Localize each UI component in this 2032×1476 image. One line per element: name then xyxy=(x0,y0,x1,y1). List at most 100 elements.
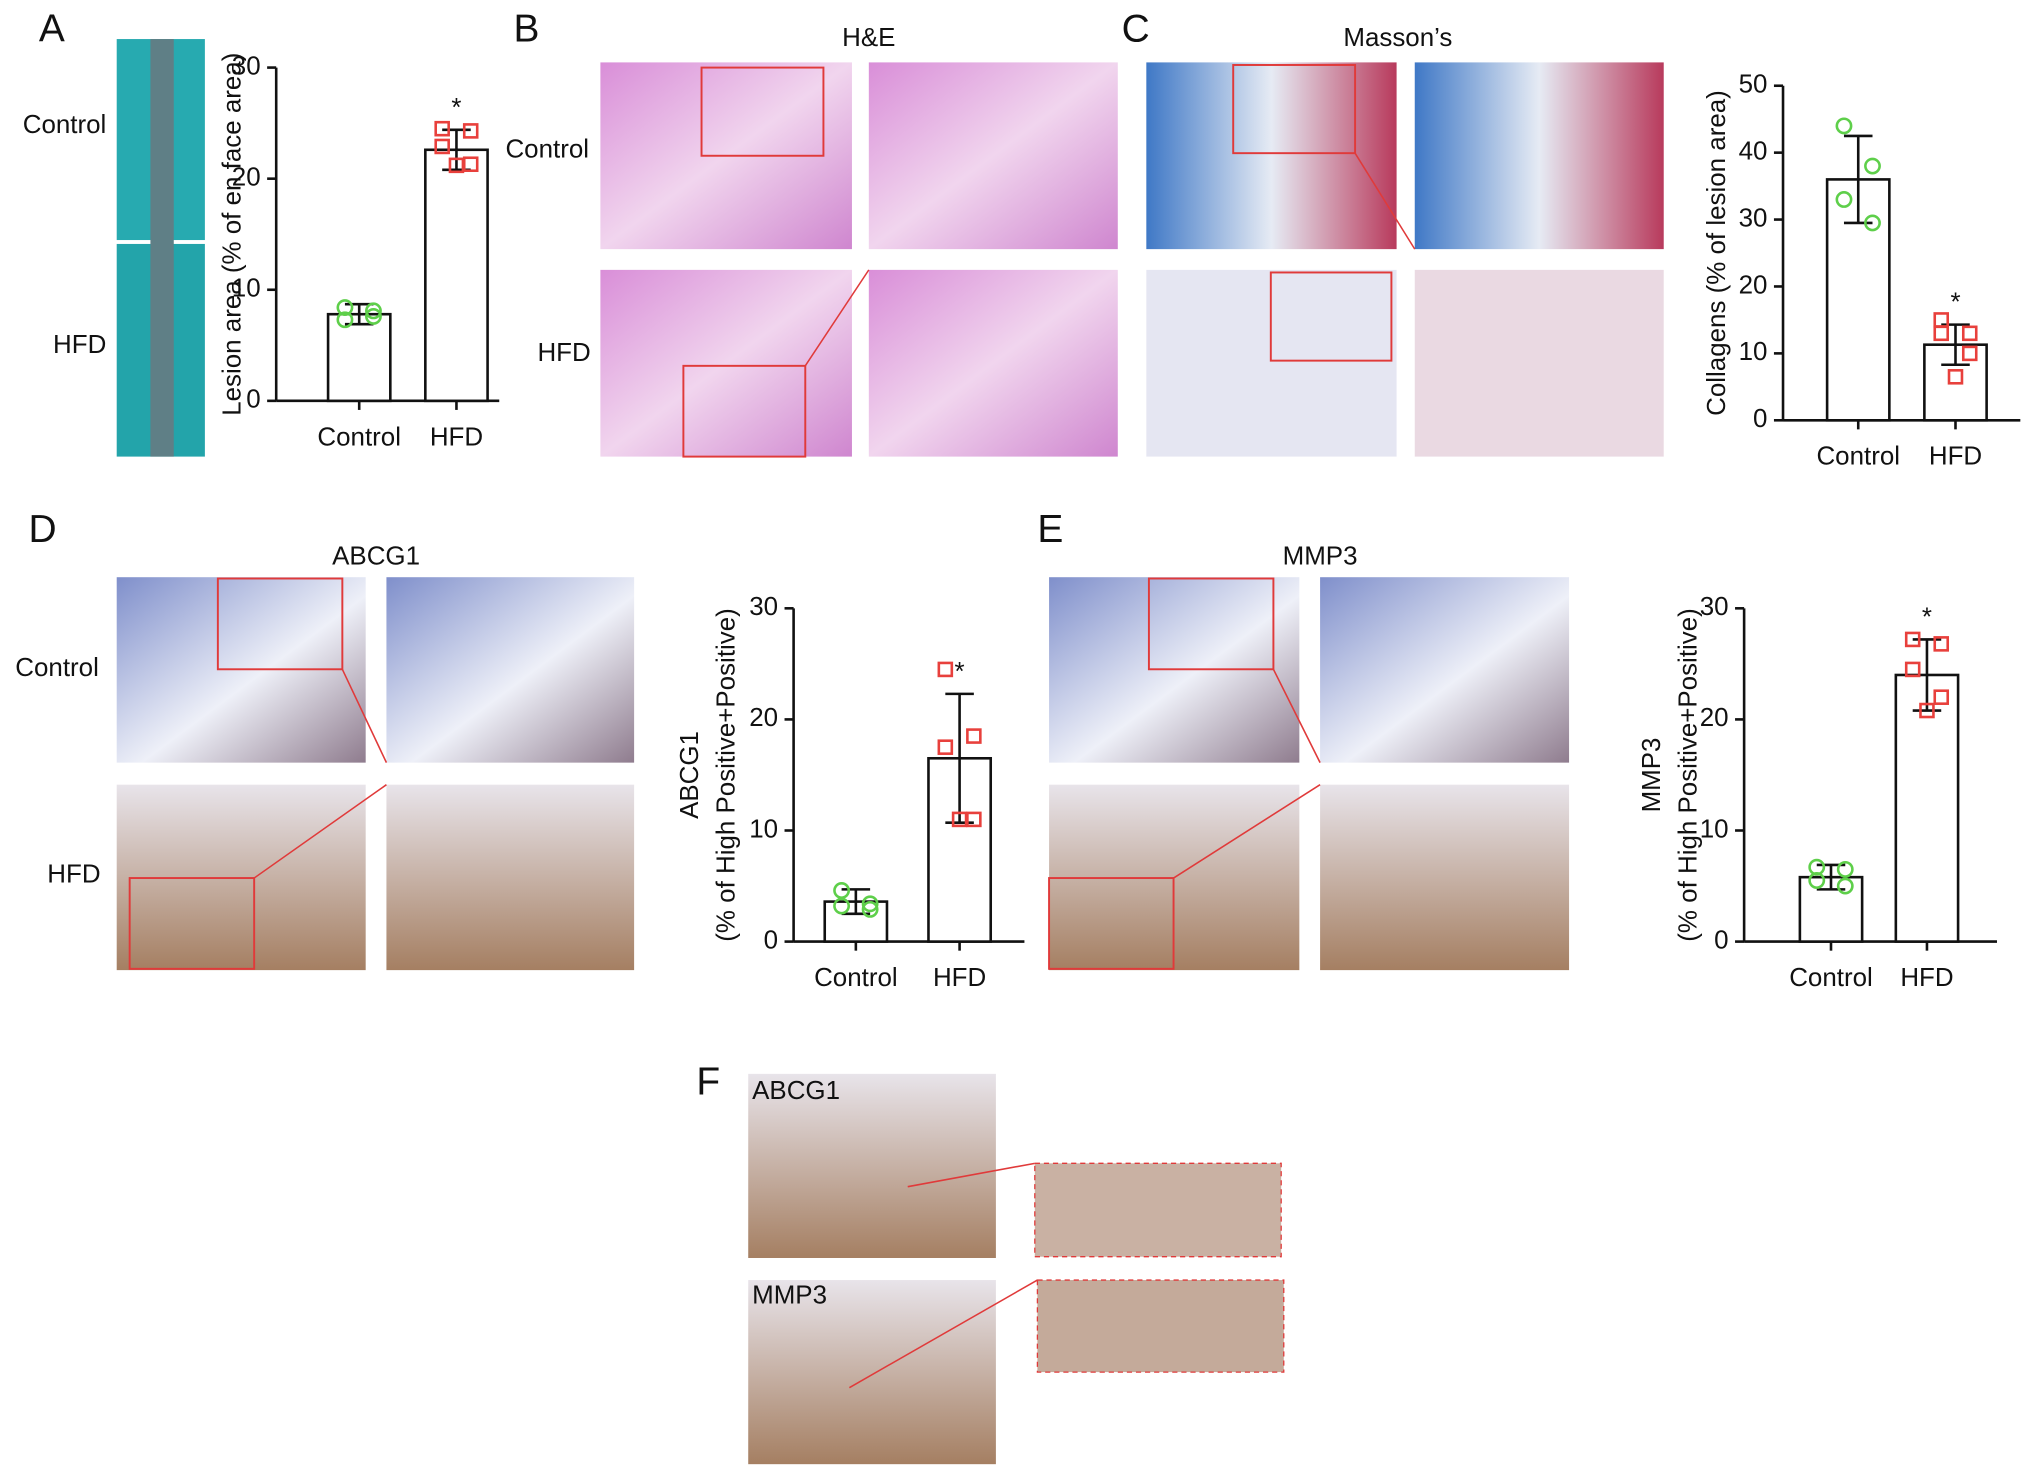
data-point xyxy=(1933,636,1950,652)
data-point xyxy=(951,811,968,828)
image-label: MMP3 xyxy=(752,1282,827,1310)
data-point xyxy=(937,739,954,755)
zoom-line xyxy=(1173,784,1321,879)
data-point xyxy=(448,157,465,174)
zoom-box xyxy=(1147,577,1275,671)
x-tick-label: Control xyxy=(1816,443,1900,471)
row-label: HFD xyxy=(537,339,590,367)
y-tick-label: 0 xyxy=(764,926,778,954)
data-point xyxy=(336,311,354,329)
data-point xyxy=(434,120,450,137)
micrograph xyxy=(748,1280,996,1465)
data-point xyxy=(1835,191,1853,208)
bar xyxy=(326,312,392,403)
zoom-box xyxy=(1232,64,1357,155)
data-point xyxy=(365,302,382,320)
x-tick-label: Control xyxy=(814,964,898,992)
bar xyxy=(1894,673,1960,943)
significance-mark: * xyxy=(1922,604,1932,632)
zoom-box xyxy=(1048,877,1175,970)
panel-title: MMP3 xyxy=(1283,543,1358,571)
zoom-box xyxy=(682,364,807,458)
data-point xyxy=(462,123,479,139)
data-point xyxy=(1836,877,1854,895)
bar xyxy=(927,756,993,943)
x-tick-label: HFD xyxy=(1929,443,1982,471)
y-axis-label: (% of High Positive+Positive) xyxy=(712,608,740,942)
data-point xyxy=(1835,117,1853,135)
bar xyxy=(424,148,489,403)
y-axis-label: ABCG1 xyxy=(676,731,704,819)
y-tick-label: 10 xyxy=(749,815,778,843)
panel-letter: F xyxy=(696,1061,720,1104)
zoom-frame xyxy=(1034,1162,1282,1258)
data-point xyxy=(1904,661,1921,678)
micrograph xyxy=(1414,62,1664,250)
y-tick-label: 10 xyxy=(232,275,261,303)
y-tick-label: 0 xyxy=(1753,405,1767,433)
zoom-box xyxy=(128,877,256,970)
x-tick-label: HFD xyxy=(1900,964,1953,992)
micrograph xyxy=(600,269,852,457)
row-label: Control xyxy=(505,135,589,163)
micrograph xyxy=(748,1073,996,1258)
micrograph xyxy=(1146,62,1397,250)
y-tick-label: 30 xyxy=(1739,204,1768,232)
zoom-line xyxy=(341,668,388,763)
y-tick-label: 0 xyxy=(246,386,260,414)
data-point xyxy=(1947,369,1964,385)
panel-letter: C xyxy=(1122,8,1150,51)
data-point xyxy=(1961,345,1978,362)
zoom-line xyxy=(253,784,387,879)
y-tick-label: 30 xyxy=(1700,593,1729,621)
x-tick-label: HFD xyxy=(430,423,483,451)
y-axis-label: Collagens (% of lesion area) xyxy=(1703,90,1731,416)
data-point xyxy=(1919,702,1935,719)
significance-mark: * xyxy=(955,658,965,686)
data-point xyxy=(1864,214,1881,232)
data-point xyxy=(861,895,879,913)
y-tick-label: 10 xyxy=(1700,815,1729,843)
zoom-box xyxy=(216,577,344,671)
y-tick-label: 30 xyxy=(749,593,778,621)
zoom-line xyxy=(804,269,870,367)
micrograph xyxy=(386,577,635,763)
zoom-line xyxy=(1354,152,1416,250)
x-tick-label: Control xyxy=(317,423,401,451)
y-axis-label: Lesion area (% of en face area) xyxy=(218,53,246,416)
panel-title: H&E xyxy=(842,24,895,52)
data-point xyxy=(861,900,879,918)
image-label: ABCG1 xyxy=(752,1077,840,1105)
data-point xyxy=(1836,860,1854,878)
y-tick-label: 30 xyxy=(232,52,261,80)
panel-letter: A xyxy=(39,8,65,51)
y-tick-label: 20 xyxy=(1739,271,1768,299)
row-label: Control xyxy=(15,654,99,682)
y-tick-label: 20 xyxy=(749,704,778,732)
micrograph-zoom xyxy=(1037,1280,1284,1373)
zoom-box xyxy=(700,66,825,157)
zoom-box xyxy=(1269,271,1393,362)
row-label: Control xyxy=(23,111,107,139)
row-label: HFD xyxy=(47,860,100,888)
micrograph xyxy=(1414,269,1664,457)
y-tick-label: 20 xyxy=(1700,704,1729,732)
significance-mark: * xyxy=(1950,289,1960,317)
panel-letter: B xyxy=(514,8,540,51)
y-tick-label: 0 xyxy=(1714,926,1728,954)
data-point xyxy=(336,299,354,316)
x-tick-label: Control xyxy=(1789,964,1873,992)
data-point xyxy=(1933,325,1950,342)
panel-title: ABCG1 xyxy=(332,543,420,571)
data-point xyxy=(966,728,982,744)
row-label: HFD xyxy=(53,331,106,359)
panel-letter: E xyxy=(1037,508,1063,551)
zoom-line xyxy=(1272,668,1321,763)
data-point xyxy=(833,897,851,915)
x-tick-label: HFD xyxy=(933,964,986,992)
panel-title: Masson’s xyxy=(1343,24,1452,52)
zoom-line xyxy=(848,1279,1038,1389)
micrograph xyxy=(1320,784,1570,971)
